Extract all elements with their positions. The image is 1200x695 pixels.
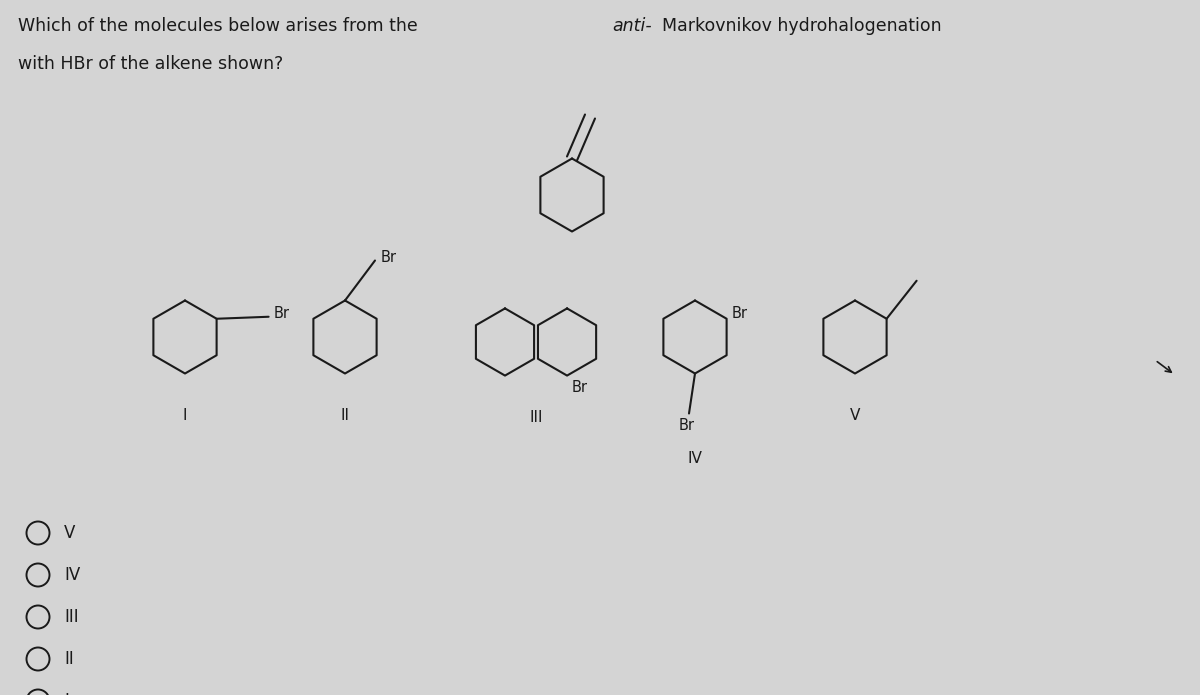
Text: V: V bbox=[64, 524, 76, 542]
Text: Br: Br bbox=[732, 306, 748, 321]
Text: with HBr of the alkene shown?: with HBr of the alkene shown? bbox=[18, 55, 283, 73]
Text: IV: IV bbox=[688, 451, 702, 466]
Text: Which of the molecules below arises from the: Which of the molecules below arises from… bbox=[18, 17, 424, 35]
Text: II: II bbox=[64, 650, 73, 668]
Text: Br: Br bbox=[382, 250, 397, 265]
Text: Br: Br bbox=[572, 380, 588, 395]
Text: III: III bbox=[64, 608, 79, 626]
Text: III: III bbox=[529, 410, 542, 425]
Text: V: V bbox=[850, 408, 860, 423]
Text: Markovnikov hydrohalogenation: Markovnikov hydrohalogenation bbox=[662, 17, 942, 35]
Text: I: I bbox=[64, 692, 68, 695]
Text: anti-: anti- bbox=[612, 17, 652, 35]
Text: II: II bbox=[341, 408, 349, 423]
Text: Br: Br bbox=[274, 306, 289, 321]
Text: Br: Br bbox=[679, 418, 695, 433]
Text: IV: IV bbox=[64, 566, 80, 584]
Text: I: I bbox=[182, 408, 187, 423]
